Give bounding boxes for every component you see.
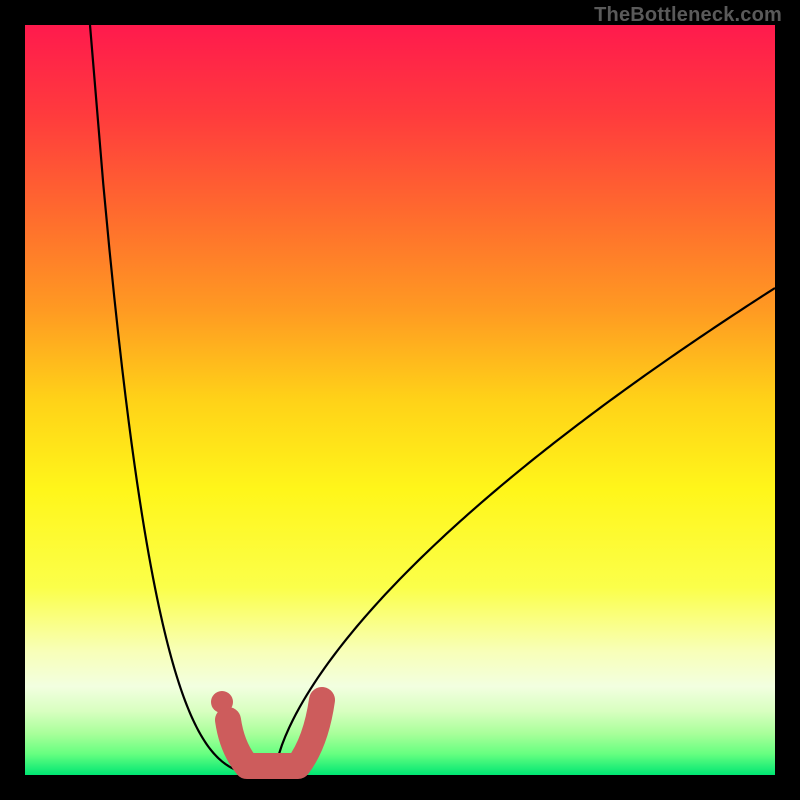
chart-svg	[0, 0, 800, 800]
gradient-panel	[25, 25, 775, 775]
watermark-text: TheBottleneck.com	[594, 4, 782, 27]
chart-root: TheBottleneck.com	[0, 0, 800, 800]
